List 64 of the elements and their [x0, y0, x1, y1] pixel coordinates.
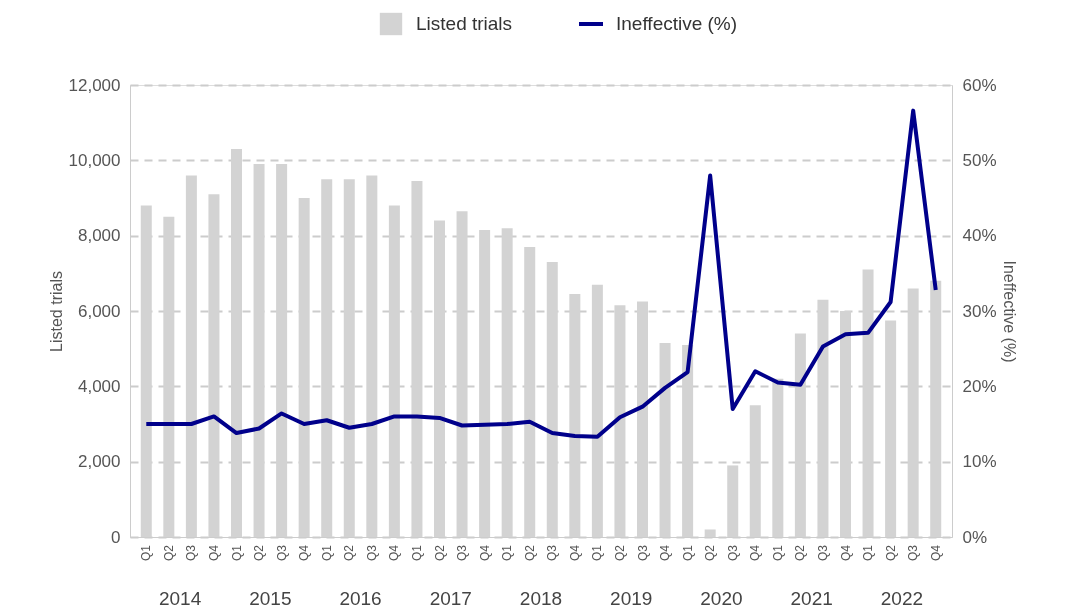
x-tick-label: Q1 — [229, 544, 244, 562]
y2-tick-label: 0% — [962, 527, 988, 547]
text: 2015 — [249, 588, 292, 609]
text: 2016 — [339, 588, 382, 609]
y2-tick-label: 60% — [962, 75, 997, 95]
text: 2021 — [790, 588, 833, 609]
x-tick-label: Q2 — [793, 544, 808, 562]
x-tick-label: Q1 — [319, 544, 334, 562]
x-tick-label: Q3 — [545, 544, 560, 562]
x-tick-label: Q2 — [252, 544, 267, 562]
legend-label: Ineffective (%) — [616, 13, 738, 34]
y-tick-label: 2,000 — [77, 452, 121, 472]
line-series — [144, 108, 938, 439]
x-tick-label: Q4 — [567, 544, 582, 562]
x-tick-label: Q4 — [387, 544, 402, 562]
x-tick-label: Q1 — [409, 544, 424, 562]
x-tick-label: Q3 — [906, 544, 921, 562]
x-tick-label: Q3 — [455, 544, 470, 562]
x-tick-label: Q2 — [522, 544, 537, 562]
x-tick-label: Q1 — [139, 544, 154, 562]
y2-tick-label: 30% — [962, 301, 997, 321]
x-tick-label: Q3 — [184, 544, 199, 562]
text: 2017 — [429, 588, 472, 609]
x-tick-label: Q1 — [500, 544, 515, 562]
x-tick-label: Q3 — [725, 544, 740, 562]
y-tick-label: 6,000 — [77, 301, 121, 321]
x-tick-label: Q4 — [658, 544, 673, 562]
y2-tick-label: 40% — [962, 226, 997, 246]
text: 2018 — [519, 588, 563, 609]
x-tick-label: Q1 — [680, 544, 695, 562]
x-tick-label: Q3 — [635, 544, 650, 562]
x-tick-label: Q4 — [838, 544, 853, 562]
x-tick-label: Q4 — [477, 544, 492, 562]
text: 2014 — [158, 588, 202, 609]
x-tick-label: Q3 — [364, 544, 379, 562]
legend-label: Listed trials — [416, 13, 513, 34]
x-tick-label: Q4 — [206, 544, 221, 562]
x-tick-label: Q2 — [703, 544, 718, 562]
y-tick-label: 8,000 — [77, 226, 121, 246]
y2-axis-title: Ineffective (%) — [1000, 260, 1018, 363]
x-tick-label: Q2 — [883, 544, 898, 562]
x-tick-label: Q2 — [161, 544, 176, 562]
x-tick-label: Q1 — [861, 544, 876, 562]
y2-tick-label: 50% — [962, 150, 997, 170]
y2-tick-label: 10% — [962, 452, 997, 472]
x-tick-label: Q4 — [748, 544, 763, 562]
x-tick-label: Q3 — [815, 544, 830, 562]
y-axis-title: Listed trials — [47, 271, 65, 352]
y-tick-label: 10,000 — [68, 150, 121, 170]
y-tick-label: 12,000 — [68, 75, 121, 95]
text: 2022 — [880, 588, 924, 609]
x-tick-label: Q2 — [612, 544, 627, 562]
text: 2020 — [700, 588, 743, 609]
text: 2019 — [610, 588, 653, 609]
x-tick-label: Q4 — [928, 544, 943, 562]
y2-tick-label: 20% — [962, 376, 997, 396]
x-tick-label: Q4 — [297, 544, 312, 562]
x-tick-label: Q2 — [432, 544, 447, 562]
x-tick-label: Q1 — [770, 544, 785, 562]
x-tick-label: Q3 — [274, 544, 289, 562]
x-tick-label: Q2 — [342, 544, 357, 562]
y-tick-label: 4,000 — [77, 376, 121, 396]
y-tick-label: 0 — [111, 527, 121, 547]
x-tick-label: Q1 — [590, 544, 605, 562]
